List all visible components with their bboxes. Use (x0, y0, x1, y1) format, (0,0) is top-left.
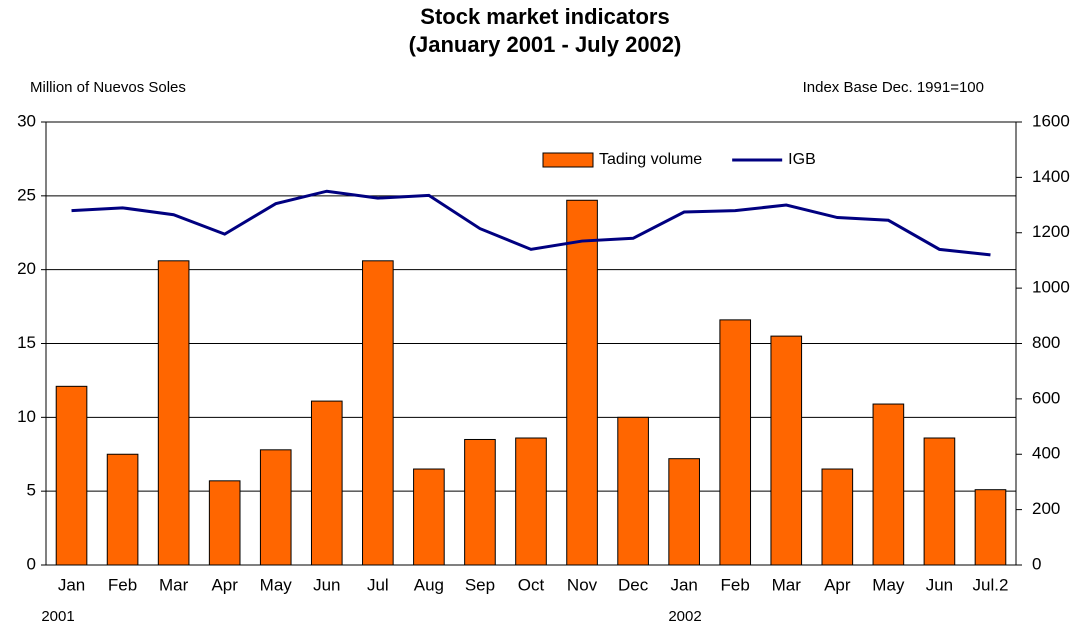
x-tick-label: Jun (926, 575, 953, 594)
x-tick-label: Feb (108, 575, 137, 594)
x-tick-label: Aug (414, 575, 444, 594)
y-tick-label: 10 (17, 407, 36, 426)
legend-label: Tading volume (599, 151, 702, 168)
bar (208, 480, 241, 566)
x-tick-label: Jan (58, 575, 85, 594)
legend-swatch (542, 152, 594, 168)
x-tick-label: Sep (465, 575, 495, 594)
bar (770, 335, 803, 566)
x-tick-label: Oct (518, 575, 545, 594)
x-tick-label: Feb (721, 575, 750, 594)
x-tick-label: Jul.2 (973, 575, 1009, 594)
x-tick-label: May (872, 575, 905, 594)
bar (413, 468, 445, 566)
bar (310, 400, 343, 566)
x-tick-label: Jun (313, 575, 340, 594)
bar (464, 438, 496, 566)
y2-tick-label: 1400 (1032, 167, 1070, 186)
x-tick-label: May (260, 575, 293, 594)
y-tick-label: 25 (17, 185, 36, 204)
x-tick-label: Apr (211, 575, 238, 594)
bar (821, 468, 854, 566)
y-tick-label: 20 (17, 259, 36, 278)
bar (566, 199, 598, 566)
y-tick-label: 15 (17, 333, 36, 352)
x-tick-label: Apr (824, 575, 851, 594)
y2-tick-label: 1000 (1032, 278, 1070, 297)
bar (515, 437, 547, 566)
y2-tick-label: 400 (1032, 444, 1060, 463)
chart-title: Stock market indicators (420, 4, 669, 29)
y-axis-label: Million of Nuevos Soles (30, 79, 186, 96)
bar (668, 458, 700, 566)
legend-label: IGB (788, 151, 816, 168)
y-tick-label: 5 (27, 481, 36, 500)
y2-tick-label: 600 (1032, 388, 1060, 407)
year-label: 2002 (668, 608, 701, 624)
x-tick-label: Nov (567, 575, 598, 594)
y2-tick-label: 1200 (1032, 222, 1070, 241)
x-tick-label: Jan (670, 575, 697, 594)
line (71, 189, 991, 257)
x-tick-label: Jul (367, 575, 389, 594)
year-label: 2001 (41, 608, 74, 624)
y2-tick-label: 800 (1032, 333, 1060, 352)
x-tick-label: Mar (159, 575, 189, 594)
y2-tick-label: 200 (1032, 499, 1060, 518)
bar (362, 260, 394, 566)
bar (872, 403, 905, 566)
y2-tick-label: 1600 (1032, 111, 1070, 130)
bar (157, 260, 190, 566)
x-tick-label: Mar (772, 575, 802, 594)
bar (106, 453, 139, 566)
y2-tick-label: 0 (1032, 554, 1041, 573)
chart-subtitle: (January 2001 - July 2002) (409, 32, 682, 57)
bar (719, 319, 752, 566)
x-tick-label: Dec (618, 575, 649, 594)
bar (617, 416, 649, 566)
bar (923, 437, 956, 566)
y-tick-label: 30 (17, 111, 36, 130)
bar (974, 489, 1007, 566)
bar (55, 385, 88, 566)
y-tick-label: 0 (27, 554, 36, 573)
y2-axis-label: Index Base Dec. 1991=100 (803, 79, 984, 96)
bar (259, 449, 292, 566)
